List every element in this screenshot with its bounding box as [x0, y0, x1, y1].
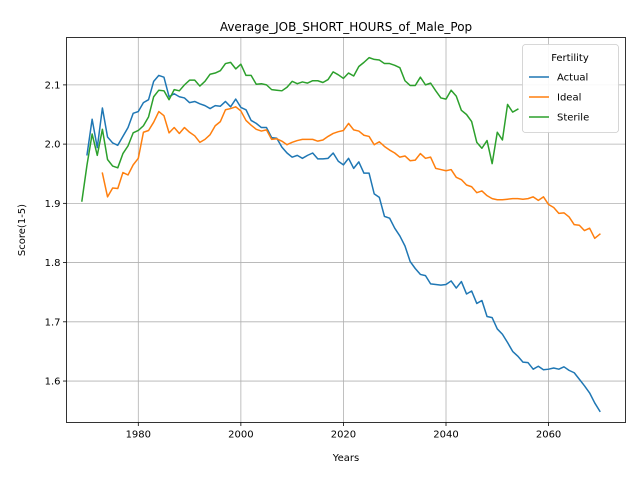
legend-label-actual: Actual: [557, 73, 588, 84]
y-axis-label: Score(1-5): [17, 204, 28, 256]
y-tick-label: 2.0: [45, 140, 61, 151]
legend: Fertility Actual Ideal Sterile: [522, 44, 619, 133]
legend-label-ideal: Ideal: [557, 93, 581, 104]
y-tick-label: 1.9: [45, 199, 61, 210]
plot-frame: [66, 37, 626, 423]
y-axis-ticks: 1.6 1.7 1.8 1.9 2.0 2.1: [45, 80, 67, 388]
y-tick-label: 2.1: [45, 80, 61, 91]
legend-entries: Actual Ideal Sterile: [529, 73, 589, 124]
y-tick-label: 1.7: [45, 317, 61, 328]
series-line-ideal: [101, 106, 601, 240]
x-axis-label: Years: [332, 453, 359, 464]
legend-label-sterile: Sterile: [557, 113, 589, 124]
y-tick-label: 1.6: [45, 377, 61, 388]
chart-title: Average_JOB_SHORT_HOURS_of_Male_Pop: [220, 20, 472, 34]
x-tick-label: 2040: [433, 430, 458, 441]
x-tick-label: 2060: [536, 430, 561, 441]
y-tick-label: 1.8: [45, 258, 61, 269]
legend-title: Fertility: [551, 53, 589, 64]
legend-box: [522, 44, 619, 133]
x-axis-ticks: 1980 2000 2020 2040 2060: [126, 422, 561, 441]
series-line-actual: [86, 74, 601, 413]
x-tick-label: 2000: [228, 430, 253, 441]
x-tick-label: 2020: [331, 430, 356, 441]
series-layer: [81, 56, 601, 413]
series-line-sterile: [81, 56, 519, 202]
x-tick-label: 1980: [126, 430, 151, 441]
